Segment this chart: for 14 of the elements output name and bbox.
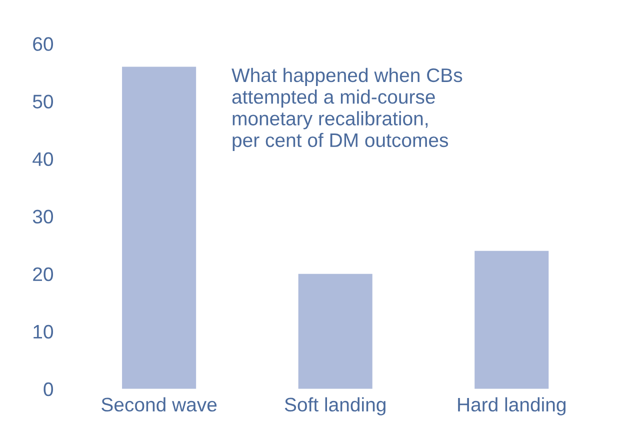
y-tick-label: 60 bbox=[33, 37, 54, 51]
y-tick-label: 30 bbox=[32, 210, 54, 224]
y-tick-label: 10 bbox=[34, 324, 54, 339]
x-tick-label: Second wave bbox=[102, 397, 217, 412]
bar bbox=[122, 66, 196, 389]
y-tick-label: 20 bbox=[33, 267, 54, 282]
x-tick-label: Hard landing bbox=[458, 397, 566, 416]
annotation: What happened when CBs attempted a mid-course monetary recalibration, per cent of DM outcomes bbox=[232, 68, 462, 151]
bar bbox=[298, 274, 372, 389]
x-tick-label: Soft landing bbox=[284, 397, 386, 416]
y-tick-label: 40 bbox=[32, 152, 54, 166]
bar bbox=[474, 250, 549, 389]
y-tick-label: 50 bbox=[32, 94, 54, 108]
y-tick-label: 0 bbox=[44, 382, 54, 396]
